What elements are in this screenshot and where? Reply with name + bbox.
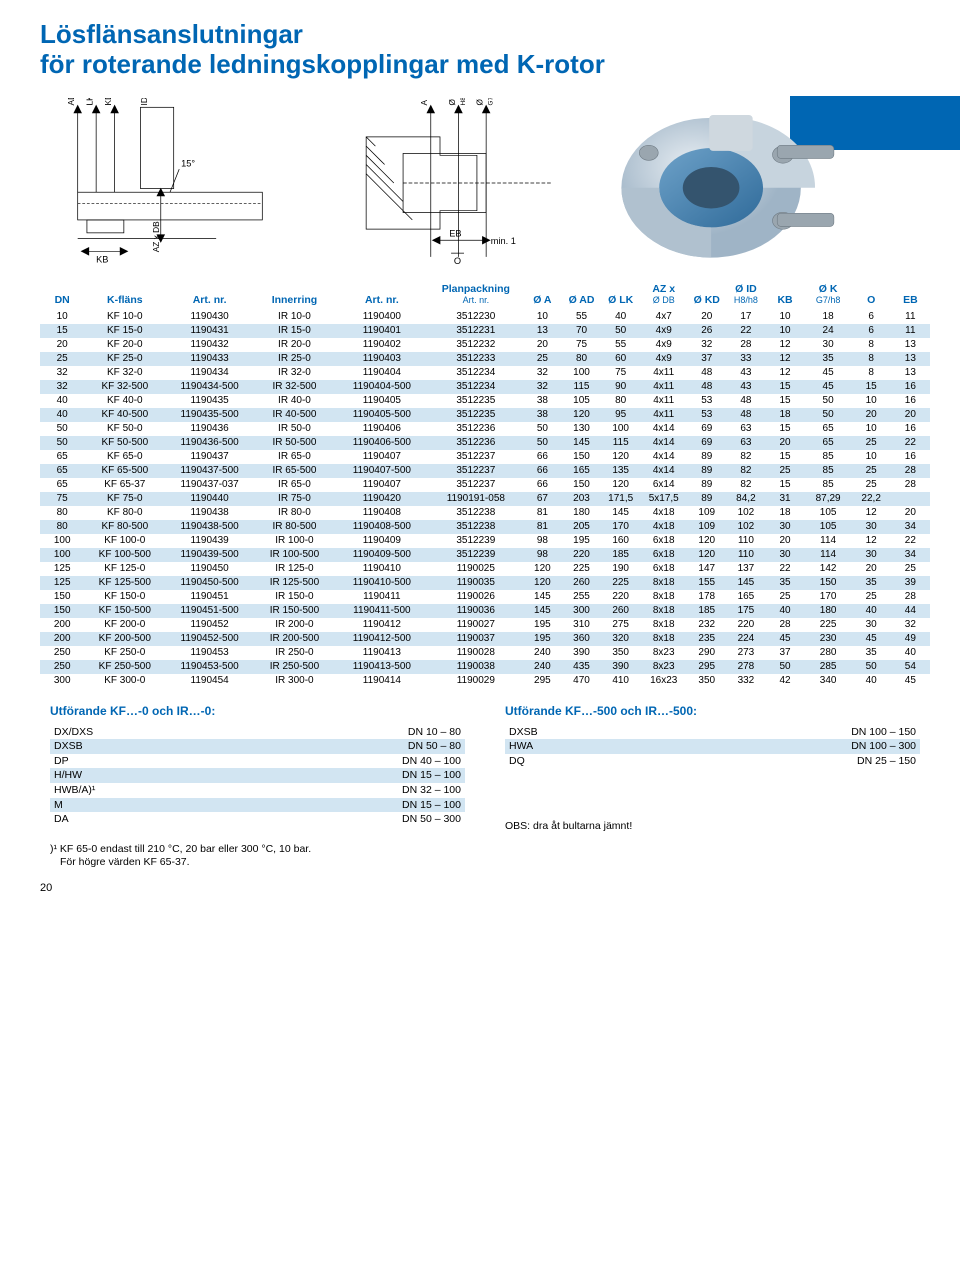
footnote-line-2: För högre värden KF 65-37. [50,856,190,868]
page-title: Lösflänsanslutningar för roterande ledni… [40,20,930,80]
th-5: PlanpackningArt. nr. [429,282,523,310]
table-row: 75KF 75-01190440IR 75-011904201190191-05… [40,492,930,506]
th-2: Art. nr. [165,282,254,310]
table-row: 40KF 40-01190435IR 40-011904053512235381… [40,394,930,408]
list-item: MDN 15 – 100 [50,798,465,813]
table-row: 15KF 15-01190431IR 15-011904013512231137… [40,324,930,338]
footnote-line-1: )¹ KF 65-0 endast till 210 °C, 20 bar el… [50,843,311,855]
list-item: DXSBDN 100 – 150 [505,725,920,740]
table-row: 40KF 40-5001190435-500IR 40-5001190405-5… [40,408,930,422]
th-12: KB [765,282,804,310]
table-row: 80KF 80-5001190438-500IR 80-5001190408-5… [40,520,930,534]
th-15: EB [891,282,930,310]
list-item: DX/DXSDN 10 – 80 [50,725,465,740]
list-item: DADN 50 – 300 [50,812,465,827]
svg-text:Ø K: Ø K [474,98,484,105]
svg-text:AZ x DB: AZ x DB [151,221,161,252]
list-item: HWB/A)¹DN 32 – 100 [50,783,465,798]
right-block-note: OBS: dra åt bultarna jämnt! [505,820,920,833]
th-10: Ø KD [687,282,726,310]
diagram-3d-render [590,98,870,268]
table-row: 50KF 50-01190436IR 50-011904063512236501… [40,422,930,436]
table-row: 250KF 250-01190453IR 250-011904131190028… [40,646,930,660]
svg-text:O: O [454,256,461,266]
table-row: 32KF 32-01190434IR 32-011904043512234321… [40,366,930,380]
table-row: 10KF 10-01190430IR 10-011904003512230105… [40,310,930,324]
th-8: Ø LK [601,282,640,310]
svg-text:G7/h8: G7/h8 [488,98,495,105]
table-row: 125KF 125-01190450IR 125-011904101190025… [40,562,930,576]
diagram-row: 15° AD LK KD ID H8 KB AZ x DB [40,98,930,268]
list-item: DXSBDN 50 – 80 [50,739,465,754]
th-7: Ø AD [562,282,601,310]
th-9: AZ xØ DB [640,282,687,310]
left-block: Utförande KF…-0 och IR…-0: DX/DXSDN 10 –… [50,704,465,833]
left-block-heading: Utförande KF…-0 och IR…-0: [50,704,465,718]
right-block: Utförande KF…-500 och IR…-500: DXSBDN 10… [505,704,920,833]
th-3: Innerring [254,282,335,310]
title-line-2: för roterande ledningskopplingar med K-r… [40,49,605,79]
svg-text:KD: KD [103,98,113,105]
list-item: H/HWDN 15 – 100 [50,768,465,783]
right-block-heading: Utförande KF…-500 och IR…-500: [505,704,920,718]
list-item: DPDN 40 – 100 [50,754,465,769]
title-line-1: Lösflänsanslutningar [40,19,303,49]
th-1: K-fläns [84,282,165,310]
footnote: )¹ KF 65-0 endast till 210 °C, 20 bar el… [40,843,930,868]
th-11: Ø IDH8/h8 [726,282,765,310]
list-item: DQDN 25 – 150 [505,754,920,769]
table-row: 250KF 250-5001190453-500IR 250-500119041… [40,660,930,674]
right-block-table: DXSBDN 100 – 150HWADN 100 – 300DQDN 25 –… [505,725,920,769]
diagram-middle: A Ø ID H8/h8 Ø K G7/h8 EB O min. 1 [320,98,560,268]
th-6: Ø A [523,282,562,310]
svg-text:15°: 15° [181,158,195,168]
th-4: Art. nr. [335,282,429,310]
table-row: 100KF 100-5001190439-500IR 100-500119040… [40,548,930,562]
table-row: 65KF 65-5001190437-500IR 65-5001190407-5… [40,464,930,478]
table-row: 100KF 100-01190439IR 100-011904093512239… [40,534,930,548]
table-row: 150KF 150-01190451IR 150-011904111190026… [40,590,930,604]
svg-text:A: A [419,99,429,105]
svg-text:LK: LK [84,98,94,105]
th-14: O [852,282,891,310]
svg-text:ID H8: ID H8 [139,98,149,105]
table-row: 300KF 300-01190454IR 300-011904141190029… [40,674,930,688]
table-row: 80KF 80-01190438IR 80-011904083512238811… [40,506,930,520]
table-row: 65KF 65-01190437IR 65-011904073512237661… [40,450,930,464]
svg-text:Ø ID: Ø ID [447,98,457,105]
diagram-left: 15° AD LK KD ID H8 KB AZ x DB [50,98,290,268]
table-row: 150KF 150-5001190451-500IR 150-500119041… [40,604,930,618]
th-13: Ø KG7/h8 [805,282,852,310]
table-row: 200KF 200-5001190452-500IR 200-500119041… [40,632,930,646]
spec-table: DNK-flänsArt. nr.InnerringArt. nr.Planpa… [40,282,930,688]
svg-text:min. 1: min. 1 [491,236,516,246]
th-0: DN [40,282,84,310]
table-row: 125KF 125-5001190450-500IR 125-500119041… [40,576,930,590]
table-row: 25KF 25-01190433IR 25-011904033512233258… [40,352,930,366]
table-row: 50KF 50-5001190436-500IR 50-5001190406-5… [40,436,930,450]
table-row: 20KF 20-01190432IR 20-011904023512232207… [40,338,930,352]
page-number: 20 [40,882,930,895]
table-row: 200KF 200-01190452IR 200-011904121190027… [40,618,930,632]
svg-text:EB: EB [449,228,461,238]
svg-text:AD: AD [66,98,76,105]
table-row: 65KF 65-371190437-037IR 65-0119040735122… [40,478,930,492]
svg-text:H8/h8: H8/h8 [460,98,467,105]
left-block-table: DX/DXSDN 10 – 80DXSBDN 50 – 80DPDN 40 – … [50,725,465,827]
svg-text:KB: KB [96,254,108,264]
list-item: HWADN 100 – 300 [505,739,920,754]
table-row: 32KF 32-5001190434-500IR 32-5001190404-5… [40,380,930,394]
